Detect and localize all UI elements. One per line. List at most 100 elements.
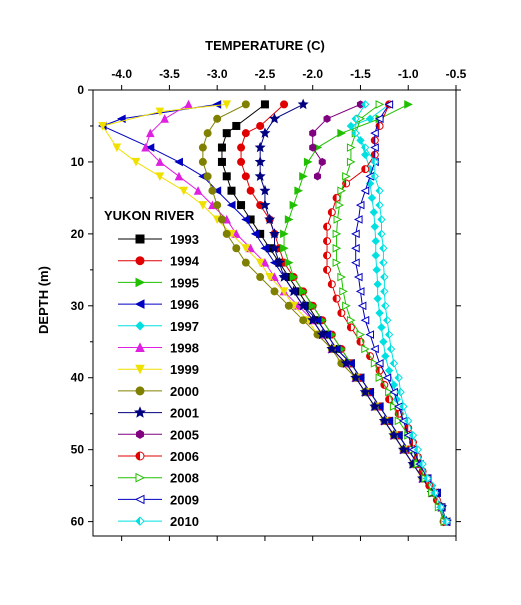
data-point-fill xyxy=(390,359,394,367)
x-tick-label: -1.5 xyxy=(350,67,371,81)
data-point-fill xyxy=(380,273,385,281)
data-point xyxy=(360,186,370,196)
y-tick-label: 0 xyxy=(77,83,84,97)
data-point xyxy=(160,114,169,123)
data-point xyxy=(373,294,382,303)
data-point xyxy=(323,114,331,123)
data-point xyxy=(370,359,380,368)
legend-item: 1994 xyxy=(118,254,200,269)
data-point xyxy=(280,229,289,239)
data-point xyxy=(135,256,145,266)
data-point-fill xyxy=(323,251,328,259)
data-point xyxy=(389,380,399,390)
data-point xyxy=(356,330,366,339)
data-point-fill xyxy=(442,518,447,526)
data-point xyxy=(370,128,379,138)
legend-item: 1999 xyxy=(118,362,199,377)
data-point xyxy=(193,186,203,195)
series-2010 xyxy=(351,100,451,526)
y-tick-label: 60 xyxy=(71,515,85,529)
data-point-fill xyxy=(333,295,337,303)
data-point xyxy=(299,287,308,296)
data-point xyxy=(284,301,293,310)
data-point xyxy=(270,272,279,282)
data-point-fill xyxy=(383,316,388,324)
y-tick-label: 30 xyxy=(71,299,85,313)
data-point xyxy=(254,170,266,182)
data-point xyxy=(351,243,360,253)
data-point xyxy=(288,285,300,297)
data-point-fill xyxy=(333,194,337,202)
data-point xyxy=(222,229,231,238)
legend-item: 2010 xyxy=(118,514,199,529)
data-point xyxy=(134,299,145,309)
data-point xyxy=(381,351,390,361)
data-point-fill xyxy=(377,230,382,238)
legend-label: 1996 xyxy=(170,297,199,312)
y-axis-label: DEPTH (m) xyxy=(36,266,51,334)
legend-item: 2006 xyxy=(118,449,199,464)
data-point xyxy=(375,373,385,383)
data-point xyxy=(217,215,226,224)
data-point xyxy=(375,308,384,318)
data-point xyxy=(237,143,246,152)
data-point xyxy=(213,201,222,210)
data-point-fill xyxy=(323,223,328,231)
data-point xyxy=(372,265,381,275)
data-point-fill xyxy=(419,460,423,468)
data-point xyxy=(370,222,380,231)
data-point xyxy=(404,100,413,109)
data-point xyxy=(374,359,384,368)
data-point xyxy=(346,315,356,325)
data-point-fill xyxy=(371,151,375,159)
data-point xyxy=(198,143,207,152)
data-point xyxy=(135,342,145,352)
data-point-fill xyxy=(385,331,390,339)
data-point xyxy=(359,386,371,397)
data-point xyxy=(346,121,356,131)
x-tick-label: -2.5 xyxy=(255,67,276,81)
data-point xyxy=(297,300,309,311)
data-point xyxy=(136,429,144,439)
data-point xyxy=(333,215,343,224)
data-point xyxy=(250,229,260,239)
data-point xyxy=(361,150,370,159)
data-point xyxy=(203,172,212,181)
data-point xyxy=(273,256,285,268)
data-point-fill xyxy=(397,388,401,396)
y-tick-label: 10 xyxy=(71,155,85,169)
data-point-fill xyxy=(423,474,428,482)
data-point-fill xyxy=(371,172,375,180)
data-point-fill xyxy=(371,136,375,144)
data-point xyxy=(241,172,250,181)
data-point-fill xyxy=(337,309,342,317)
data-point-fill xyxy=(347,323,351,331)
data-point xyxy=(131,157,141,167)
data-point xyxy=(337,128,346,138)
legend-item: 2001 xyxy=(118,406,199,421)
data-point xyxy=(98,121,107,131)
data-point xyxy=(217,157,226,166)
legend-label: 2010 xyxy=(170,514,199,529)
data-point xyxy=(254,156,266,167)
tick-layer: -4.0 -3.5 -3.0 -2.5 -2.0 -1.5 -1.0 -0.5 0 10 20 30 4… xyxy=(71,67,467,541)
data-point xyxy=(270,287,279,296)
x-tick-label: -4.0 xyxy=(111,67,132,81)
data-point-fill xyxy=(361,144,366,152)
data-point xyxy=(222,172,231,181)
data-point xyxy=(226,200,236,210)
data-point xyxy=(326,343,338,354)
data-point xyxy=(241,215,250,224)
data-point xyxy=(135,234,145,244)
legend-label: 1993 xyxy=(170,232,199,247)
x-tick-label: -2.0 xyxy=(302,67,323,81)
data-point xyxy=(299,316,308,325)
data-point xyxy=(365,114,375,123)
data-point xyxy=(241,244,251,253)
data-point xyxy=(237,201,246,210)
data-point-fill xyxy=(419,467,423,475)
data-point xyxy=(198,157,207,166)
legend-item: 1997 xyxy=(118,319,199,334)
data-point xyxy=(361,344,370,354)
